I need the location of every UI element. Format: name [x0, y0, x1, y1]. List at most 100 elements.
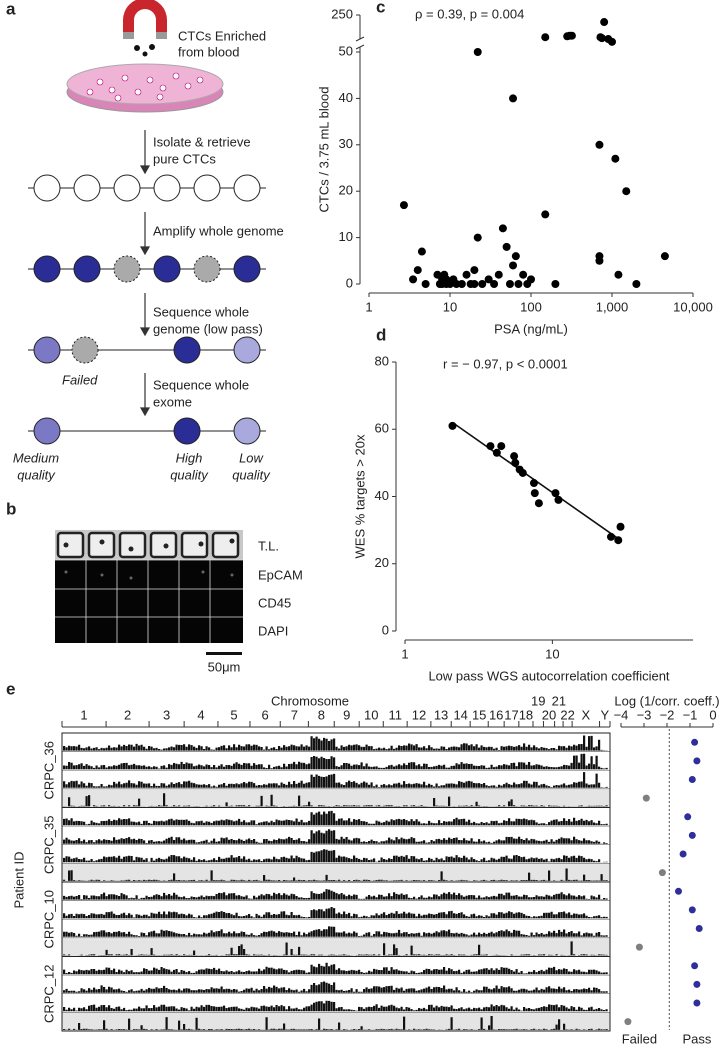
data-point: [660, 252, 669, 261]
failed-text: Failed: [62, 372, 98, 387]
data-point: [421, 280, 430, 288]
x-tick-label: 1: [365, 299, 372, 314]
dot: [693, 757, 701, 765]
x-axis-title: Low pass WGS autocorrelation coefficient: [428, 668, 669, 683]
patient-group: [61, 956, 611, 1032]
patient-label: CRPC_12: [41, 964, 56, 1023]
quality-text: quality: [170, 467, 209, 482]
dot: [695, 925, 703, 932]
dot: [688, 831, 696, 839]
chromosome-label: 10: [364, 707, 378, 722]
x-tick-label: −3: [637, 707, 652, 722]
chromosome-label: 13: [434, 707, 448, 722]
dot: [684, 813, 692, 821]
data-point: [518, 468, 527, 477]
patient-label: CRPC_36: [41, 741, 56, 800]
dot: [675, 887, 682, 895]
chromosome-label: 17: [504, 707, 518, 722]
chromosome-label: 11: [388, 707, 402, 722]
data-point: [510, 452, 519, 461]
copy-number-profile: [63, 1000, 608, 1012]
y-tick-label: 40: [375, 488, 389, 503]
x-tick-label: 10,000: [673, 299, 713, 314]
arrows: [139, 130, 151, 417]
data-point: [484, 275, 493, 284]
copy-number-profile: [63, 810, 608, 826]
copy-number-profile: [63, 926, 608, 937]
data-point: [511, 458, 520, 467]
y-tick-label: 0: [382, 622, 389, 637]
chromosome-label: 3: [163, 707, 170, 722]
x-axis-title: PSA (ng/mL): [494, 321, 568, 336]
dot: [688, 776, 696, 783]
chromosome-label: 2: [124, 707, 131, 722]
data-point: [457, 280, 466, 288]
axis-break: [355, 36, 365, 42]
quality-text: Low: [239, 450, 264, 465]
data-point: [595, 256, 604, 265]
copy-number-profile: [63, 772, 608, 788]
data-point: [502, 242, 511, 251]
data-point: [478, 280, 487, 288]
chromosome-label: 5: [230, 707, 237, 722]
dot: [624, 1018, 632, 1026]
data-point: [551, 489, 560, 498]
step-text: Sequence whole: [153, 304, 249, 319]
data-point: [527, 275, 535, 284]
chromosome-label: 6: [261, 707, 268, 722]
data-point: [534, 499, 543, 508]
data-point: [509, 94, 518, 103]
annotation: ρ = 0.39, p = 0.004: [415, 6, 524, 21]
chromosome-label: 21: [552, 693, 566, 708]
data-point: [497, 442, 506, 451]
chromosome-label: 14: [453, 707, 467, 722]
data-point: [541, 210, 550, 219]
legend-label: Failed: [622, 1031, 657, 1046]
quality-text: High: [176, 450, 203, 465]
data-point: [494, 270, 503, 279]
y-tick-label: 20: [339, 183, 353, 198]
y-tick-label: 20: [375, 555, 389, 570]
copy-number-profile: [63, 753, 608, 770]
data-point: [409, 275, 418, 284]
data-point: [529, 479, 538, 488]
chromosome-label: 8: [318, 707, 325, 722]
scale-bar-label: 50μm: [208, 659, 241, 674]
dot: [642, 794, 650, 802]
micrograph: [55, 530, 243, 655]
data-point: [509, 261, 518, 270]
chromosome-label: 20: [542, 707, 556, 722]
panel-label: d: [376, 325, 386, 344]
axis-break: [355, 44, 365, 50]
data-point: [511, 252, 520, 261]
patient-axis-title: Patient ID: [11, 851, 26, 908]
panel-label: c: [376, 0, 385, 16]
dish: [66, 63, 224, 113]
x-tick-label: −2: [660, 707, 675, 722]
chromosome-label: X: [582, 707, 591, 722]
data-point: [490, 280, 499, 288]
x-tick-label: 1: [401, 646, 408, 661]
data-point: [554, 495, 563, 504]
data-point: [551, 280, 560, 288]
patient-label: CRPC_10: [41, 890, 56, 949]
copy-number-profile: [63, 829, 608, 844]
copy-number-profile: [63, 735, 608, 751]
track-row: [61, 788, 611, 808]
chromosome-label: Y: [600, 707, 609, 722]
x-tick-label: −1: [683, 707, 698, 722]
data-point: [417, 247, 426, 256]
y-tick-label: 60: [375, 421, 389, 436]
cell-rows: [28, 174, 266, 445]
chromosome-label: 4: [197, 707, 204, 722]
data-point: [473, 48, 482, 56]
quality-text: Medium: [13, 450, 59, 465]
y-tick-label: 10: [339, 229, 353, 244]
data-point: [541, 33, 550, 42]
quality-text: quality: [232, 467, 271, 482]
step-text: genome (low pass): [153, 321, 263, 336]
step-text: Isolate & retrieve: [153, 134, 251, 149]
data-point: [448, 421, 457, 430]
data-point: [597, 34, 606, 43]
data-point: [600, 18, 609, 27]
